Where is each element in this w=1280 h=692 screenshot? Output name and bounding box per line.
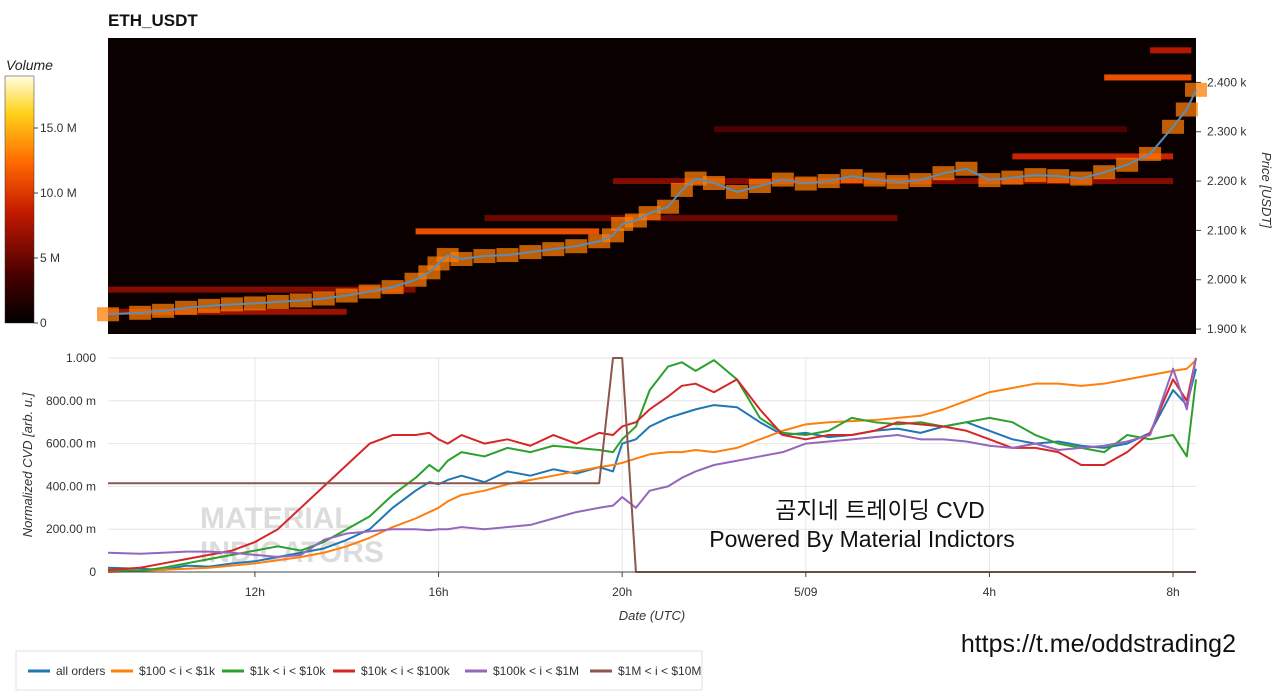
heat-ytick-label: 2.000 k bbox=[1207, 273, 1247, 287]
chart-title: ETH_USDT bbox=[108, 11, 198, 30]
legend-label-2: $1k < i < $10k bbox=[250, 664, 326, 678]
cvd-x-axis: 12h 16h 20h 5/09 4h 8h bbox=[245, 572, 1180, 599]
cvd-ytick-label: 0 bbox=[89, 565, 96, 579]
cvd-plot-area bbox=[108, 358, 1196, 572]
legend: all orders $100 < i < $1k $1k < i < $10k $1… bbox=[28, 664, 701, 678]
legend-label-1: $100 < i < $1k bbox=[139, 664, 216, 678]
colorbar-tick-label: 5 M bbox=[40, 251, 60, 265]
heatmap-plot-area bbox=[108, 38, 1196, 334]
cvd-ytick-label: 600.00 m bbox=[46, 437, 96, 451]
heat-band-1 bbox=[108, 286, 416, 293]
heatmap-y-axis-label: Price [USDT] bbox=[1259, 152, 1274, 228]
cvd-xtick-label: 12h bbox=[245, 585, 265, 599]
cvd-series-line-1 bbox=[107, 359, 1197, 573]
cvd-xtick-label: 8h bbox=[1166, 585, 1179, 599]
cvd-ytick-label: 400.00 m bbox=[46, 479, 96, 493]
legend-label-4: $100k < i < $1M bbox=[493, 664, 579, 678]
legend-label-3: $10k < i < $100k bbox=[361, 664, 451, 678]
colorbar-ticks: 0 5 M 10.0 M 15.0 M bbox=[34, 121, 77, 330]
heat-ytick-label: 2.200 k bbox=[1207, 174, 1247, 188]
cvd-xtick-label: 5/09 bbox=[794, 585, 818, 599]
overlay-powered-by: Powered By Material Indictors bbox=[709, 526, 1015, 552]
heat-band-7 bbox=[1104, 74, 1192, 81]
cvd-ytick-label: 800.00 m bbox=[46, 394, 96, 408]
cvd-x-axis-label: Date (UTC) bbox=[619, 608, 685, 623]
heat-band-2 bbox=[415, 228, 600, 235]
cvd-ytick-label: 1.000 bbox=[66, 351, 96, 365]
price-line bbox=[107, 89, 1197, 316]
heat-ytick-label: 2.300 k bbox=[1207, 125, 1247, 139]
cvd-xtick-label: 16h bbox=[429, 585, 449, 599]
cvd-y-axis: 0 200.00 m 400.00 m 600.00 m 800.00 m 1.000 bbox=[46, 351, 96, 579]
heat-ytick-label: 2.400 k bbox=[1207, 75, 1247, 89]
colorbar-tick-label: 10.0 M bbox=[40, 186, 77, 200]
heat-band-5 bbox=[1012, 153, 1174, 160]
cvd-series-line-4 bbox=[107, 357, 1197, 559]
overlay-korean-title: 곰지네 트레이딩 CVD bbox=[775, 497, 984, 523]
cvd-xtick-label: 4h bbox=[983, 585, 996, 599]
colorbar bbox=[4, 75, 35, 324]
heat-band-3 bbox=[484, 215, 898, 222]
heat-band-8 bbox=[1150, 47, 1192, 54]
heatmap-y-axis: 1.900 k 2.000 k 2.100 k 2.200 k 2.300 k 2.400… bbox=[1196, 75, 1247, 336]
heat-ytick-label: 2.100 k bbox=[1207, 223, 1247, 237]
colorbar-tick-label: 15.0 M bbox=[40, 121, 77, 135]
cvd-ytick-label: 200.00 m bbox=[46, 522, 96, 536]
cvd-xtick-label: 20h bbox=[612, 585, 632, 599]
legend-label-0: all orders bbox=[56, 664, 105, 678]
cvd-series-line-0 bbox=[107, 368, 1197, 571]
legend-label-5: $1M < i < $10M bbox=[618, 664, 701, 678]
colorbar-tick-label: 0 bbox=[40, 316, 47, 330]
heat-band-0 bbox=[108, 308, 347, 315]
cvd-y-axis-label: Normalized CVD [arb. u.] bbox=[20, 392, 35, 537]
colorbar-title: Volume bbox=[6, 57, 53, 73]
heat-ytick-label: 1.900 k bbox=[1207, 322, 1247, 336]
channel-url[interactable]: https://t.me/oddstrading2 bbox=[961, 630, 1236, 658]
heat-band-6 bbox=[713, 126, 1128, 133]
